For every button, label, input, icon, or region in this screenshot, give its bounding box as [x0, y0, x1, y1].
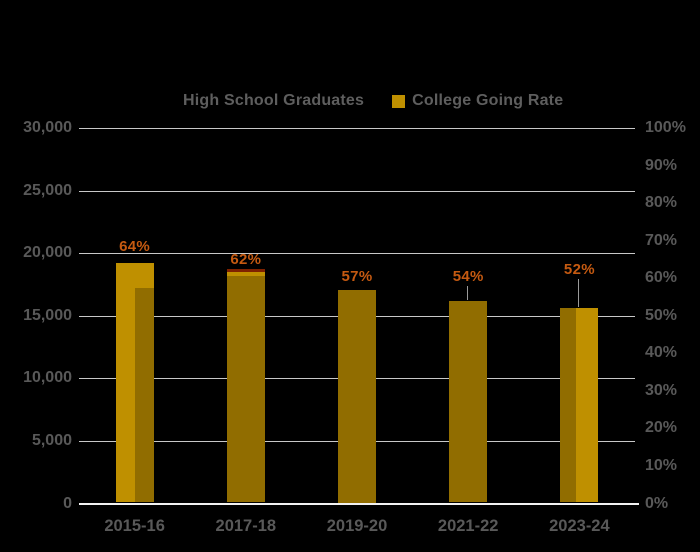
x-axis-tick-label: 2019-20 [326, 517, 388, 535]
bar-shade-high-school-graduates [338, 289, 376, 503]
percent-axis-tick-label: 50% [645, 306, 678, 324]
bar-shade-high-school-graduates [134, 288, 154, 503]
bar-shade-high-school-graduates [449, 300, 488, 503]
data-label-leader-line [577, 279, 579, 308]
percent-axis-tick-label: 0% [645, 494, 669, 512]
bar-top-cap [226, 268, 265, 272]
legend-swatch-high-school-graduates [163, 94, 176, 108]
legend: High School Graduates College Going Rate [163, 92, 563, 110]
percent-axis-tick-label: 80% [645, 194, 678, 212]
percent-axis-tick-label: 40% [645, 344, 678, 362]
x-axis-tick-label: 2017-18 [215, 517, 277, 535]
legend-item-college-going-rate: College Going Rate [392, 92, 563, 110]
x-axis-tick-label: 2023-24 [549, 517, 610, 535]
y-axis-tick-label: 25,000 [23, 181, 72, 199]
y-axis-tick-label: 10,000 [23, 369, 72, 387]
y-axis-tick-label: 0 [63, 494, 72, 512]
legend-label: High School Graduates [183, 92, 365, 109]
data-label-college-going-rate: 52% [563, 261, 595, 279]
y-axis-tick-label: 20,000 [23, 244, 72, 262]
x-axis-tick-label: 2015-16 [104, 517, 165, 535]
bar-shade-high-school-graduates [226, 275, 265, 503]
bar-college-going-rate [449, 300, 488, 503]
percent-axis-tick-label: 10% [645, 456, 678, 474]
data-label-college-going-rate: 57% [341, 267, 373, 285]
percent-axis-tick-label: 100% [645, 119, 686, 136]
data-label-leader-line [466, 285, 468, 300]
bar-college-going-rate [560, 308, 599, 503]
gridline [79, 253, 635, 255]
data-label-college-going-rate: 64% [119, 238, 151, 256]
x-axis-line [79, 502, 639, 505]
percent-axis-tick-label: 70% [645, 231, 678, 249]
legend-label: College Going Rate [412, 92, 564, 109]
percent-axis-tick-label: 90% [645, 156, 678, 174]
percent-axis-tick-label: 20% [645, 419, 678, 437]
y-axis-tick-label: 15,000 [23, 306, 72, 324]
bar-college-going-rate [338, 289, 376, 503]
percent-axis-tick-label: 60% [645, 269, 678, 287]
bar-college-going-rate [115, 263, 154, 503]
percent-axis-tick-label: 30% [645, 381, 678, 399]
y-axis-tick-label: 30,000 [23, 119, 72, 136]
gridline [79, 128, 635, 129]
x-axis-tick-label: 2021-22 [437, 517, 499, 535]
bar-college-going-rate [226, 270, 265, 503]
legend-swatch-college-going-rate [392, 94, 406, 108]
gridline [79, 190, 635, 192]
data-label-college-going-rate: 62% [230, 250, 262, 268]
y-axis-tick-label: 5,000 [31, 431, 72, 449]
data-label-college-going-rate: 54% [452, 267, 484, 285]
legend-item-high-school-graduates: High School Graduates [163, 92, 364, 110]
plot-area: 64% 62% 57% 54% 52% [79, 128, 639, 505]
bar-shade-high-school-graduates [560, 308, 576, 503]
